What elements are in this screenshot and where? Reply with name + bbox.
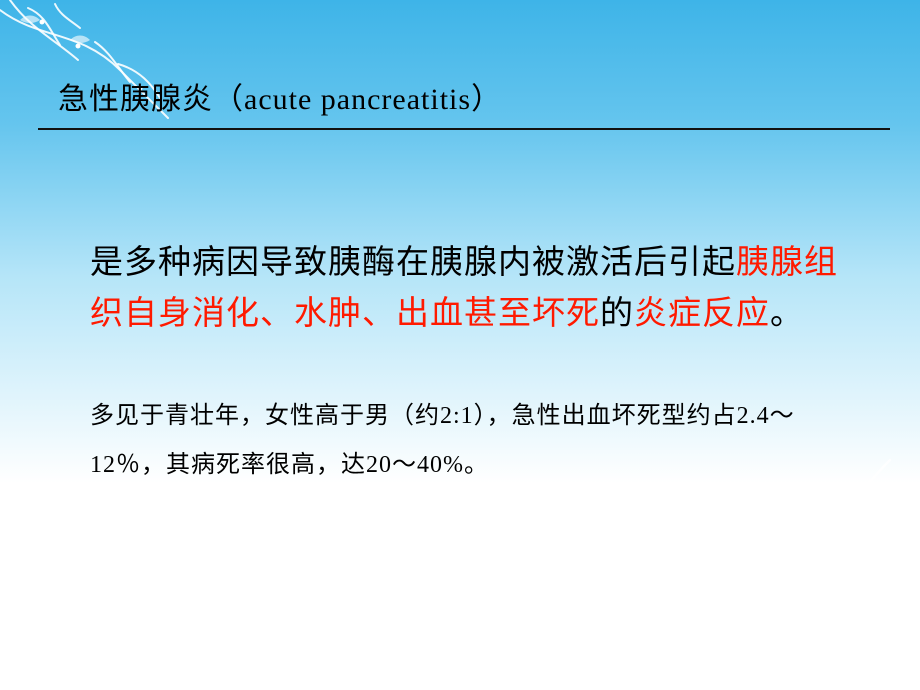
para1-tail: 。 [770,296,804,332]
title-cn: 急性胰腺炎（ [58,83,244,116]
para1-emphasis-2: 炎症反应 [634,296,770,332]
paragraph-stats: 多见于青壮年，女性高于男（约2:1），急性出血坏死型约占2.4～12％，其病死率… [90,392,850,490]
slide-body: 是多种病因导致胰酶在胰腺内被激活后引起胰腺组织自身消化、水肿、出血甚至坏死的炎症… [90,238,850,491]
paragraph-definition: 是多种病因导致胰酶在胰腺内被激活后引起胰腺组织自身消化、水肿、出血甚至坏死的炎症… [90,238,850,340]
slide-title: 急性胰腺炎（acute pancreatitis） [58,74,880,118]
title-underline [38,128,890,130]
para1-lead: 是多种病因导致胰酶在胰腺内被激活后引起 [90,245,736,281]
title-close: ） [471,83,502,116]
para1-mid: 的 [600,296,634,332]
slide: 急性胰腺炎（acute pancreatitis） 是多种病因导致胰酶在胰腺内被… [0,0,920,690]
title-en: acute pancreatitis [244,83,471,116]
